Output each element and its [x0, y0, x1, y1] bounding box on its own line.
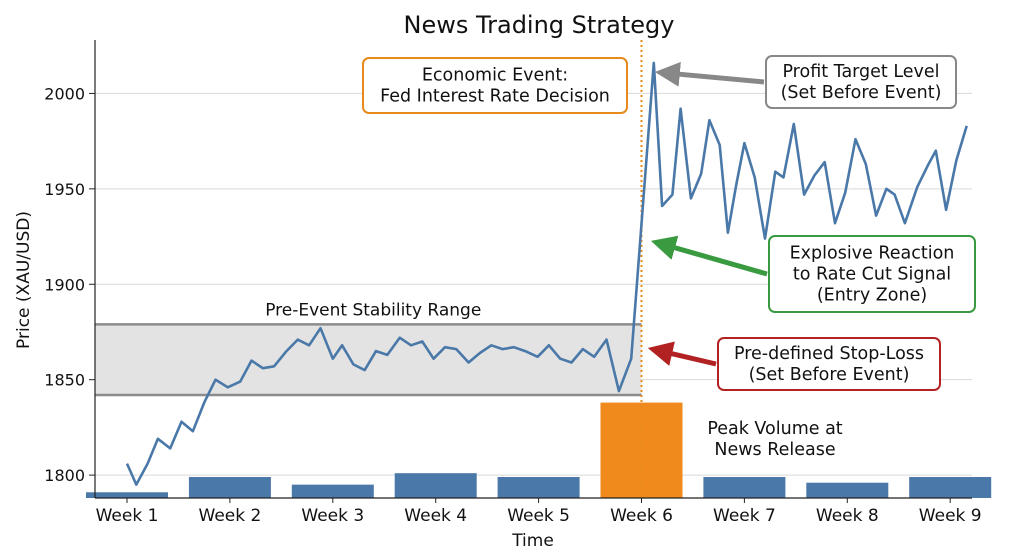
price-line — [125, 61, 968, 486]
y-tick-label: 1900 — [44, 275, 85, 294]
annotation-arrow-stoploss — [647, 341, 717, 367]
annotation-text-target: Profit Target Level — [782, 62, 939, 82]
x-tick-label: Week 8 — [816, 506, 879, 526]
y-axis-label: Price (XAU/USD) — [14, 211, 34, 349]
x-tick-label: Week 5 — [507, 506, 570, 526]
annotation-box-stoploss — [717, 337, 941, 391]
stability-range-band — [95, 324, 642, 395]
volume-bar-2 — [188, 477, 271, 498]
annotation-text-event: Economic Event: — [422, 66, 568, 86]
annotation-text-stoploss: (Set Before Event) — [749, 365, 910, 385]
volume-bar-3 — [291, 484, 374, 498]
annotation-text-volume: News Release — [714, 440, 835, 460]
volume-bar-9 — [909, 477, 992, 498]
chart-title: News Trading Strategy — [404, 11, 675, 39]
x-tick-label: Week 9 — [919, 506, 982, 526]
x-tick-label: Week 3 — [301, 506, 364, 526]
y-tick-label: 1850 — [44, 371, 85, 390]
volume-bar-8 — [806, 482, 889, 498]
volume-bar-5 — [497, 477, 580, 498]
annotation-text-event: Fed Interest Rate Decision — [380, 87, 610, 107]
x-tick-label: Week 7 — [713, 506, 776, 526]
annotation-text-reaction: (Entry Zone) — [817, 286, 927, 306]
annotation-text-volume: Peak Volume at — [707, 419, 842, 439]
volume-bar-4 — [394, 473, 477, 498]
y-tick-label: 2000 — [44, 84, 85, 103]
annotation-box-target — [765, 55, 957, 109]
x-tick-label: Week 2 — [199, 506, 262, 526]
y-tick-label: 1800 — [44, 466, 85, 485]
annotation-box-reaction — [768, 235, 976, 313]
stability-range-label: Pre-Event Stability Range — [265, 300, 481, 320]
annotation-arrow-target — [654, 61, 765, 87]
x-tick-label: Week 6 — [610, 506, 673, 526]
annotation-text-reaction: to Rate Cut Signal — [793, 265, 951, 285]
x-tick-label: Week 4 — [404, 506, 467, 526]
x-axis-label: Time — [511, 531, 554, 551]
annotation-text-stoploss: Pre-defined Stop-Loss — [734, 344, 924, 364]
annotation-arrow-reaction — [650, 235, 768, 277]
annotation-box-event — [362, 57, 628, 114]
volume-bar-1 — [86, 492, 168, 498]
volume-bar-7 — [703, 477, 786, 498]
annotation-text-reaction: Explosive Reaction — [790, 244, 955, 264]
x-tick-label: Week 1 — [96, 506, 159, 526]
y-tick-label: 1950 — [44, 180, 85, 199]
annotation-text-target: (Set Before Event) — [781, 83, 942, 103]
